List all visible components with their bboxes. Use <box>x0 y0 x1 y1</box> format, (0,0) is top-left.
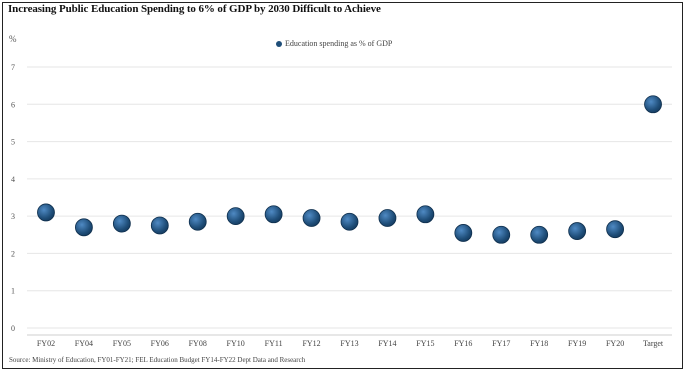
data-point <box>454 224 473 242</box>
y-tick-label: 5 <box>11 138 15 147</box>
y-tick-label: 7 <box>11 63 15 72</box>
x-tick-label: FY14 <box>378 339 396 348</box>
y-axis-unit: % <box>9 34 17 44</box>
x-tick-label: FY16 <box>454 339 472 348</box>
legend-marker <box>276 40 282 47</box>
y-tick-label: 4 <box>11 175 15 184</box>
data-point <box>264 205 283 224</box>
x-tick-label: FY04 <box>75 339 93 348</box>
data-point <box>112 214 131 233</box>
legend: Education spending as % of GDP <box>276 39 392 48</box>
x-tick-label: FY08 <box>189 339 207 348</box>
data-point <box>340 212 359 231</box>
x-tick-label: FY18 <box>530 339 548 348</box>
x-tick-label: FY17 <box>492 339 510 348</box>
y-tick-label: 3 <box>11 212 15 221</box>
y-tick-label: 0 <box>11 324 15 333</box>
x-tick-label: Target <box>643 339 664 348</box>
x-tick-label: FY02 <box>37 339 55 348</box>
data-point <box>644 95 662 114</box>
data-point <box>188 212 207 231</box>
legend-label: Education spending as % of GDP <box>285 39 393 48</box>
data-point <box>606 220 624 239</box>
x-tick-label: FY19 <box>568 339 586 348</box>
x-tick-label: FY13 <box>340 339 358 348</box>
data-point <box>37 203 55 222</box>
x-tick-label: FY05 <box>113 339 131 348</box>
data-point <box>226 207 245 226</box>
data-point <box>378 209 397 227</box>
data-point <box>416 205 435 224</box>
data-point <box>150 216 169 235</box>
x-tick-label: FY11 <box>265 339 283 348</box>
chart-title: Increasing Public Education Spending to … <box>8 3 381 15</box>
x-tick-label: FY06 <box>151 339 169 348</box>
data-point <box>302 209 321 227</box>
x-tick-label: FY15 <box>416 339 434 348</box>
x-tick-label: FY20 <box>606 339 624 348</box>
data-point <box>530 225 549 244</box>
x-tick-label: FY10 <box>227 339 245 348</box>
y-tick-label: 1 <box>11 287 15 296</box>
x-tick-label: FY12 <box>302 339 320 348</box>
y-tick-label: 2 <box>11 249 15 258</box>
data-point <box>492 225 511 244</box>
y-tick-label: 6 <box>11 100 15 109</box>
source-note: Source: Ministry of Education, FY01-FY21… <box>9 356 306 364</box>
chart-frame <box>2 2 683 369</box>
data-point <box>75 218 93 237</box>
data-point <box>568 222 587 240</box>
